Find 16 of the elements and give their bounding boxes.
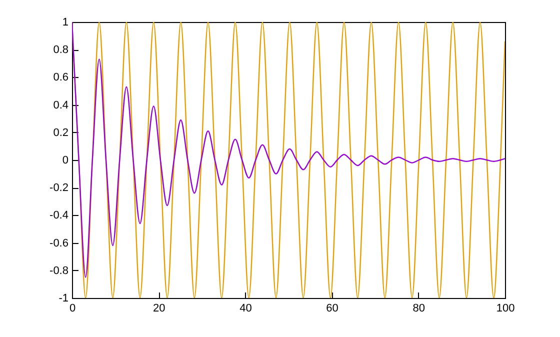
x-tick-label: 80	[412, 302, 426, 314]
y-tick-label: -1	[58, 292, 68, 304]
x-tick-label: 20	[152, 302, 166, 314]
y-tick-label: 0	[62, 154, 68, 166]
y-tick-label: 0.8	[53, 44, 68, 56]
y-tick-label: -0.6	[50, 237, 68, 250]
y-tick-label: -0.2	[50, 182, 68, 194]
y-tick-label: 1	[62, 16, 68, 28]
y-tick-label: -0.8	[50, 264, 68, 277]
y-tick-label: 0.4	[53, 99, 68, 112]
x-tick-label: 40	[240, 302, 252, 314]
y-tick-label: 0.2	[53, 126, 68, 139]
y-tick-label: -0.4	[50, 210, 68, 222]
x-tick-label: 100	[496, 302, 515, 314]
y-tick-label: 0.6	[53, 72, 68, 84]
x-tick-label: 60	[326, 302, 338, 314]
